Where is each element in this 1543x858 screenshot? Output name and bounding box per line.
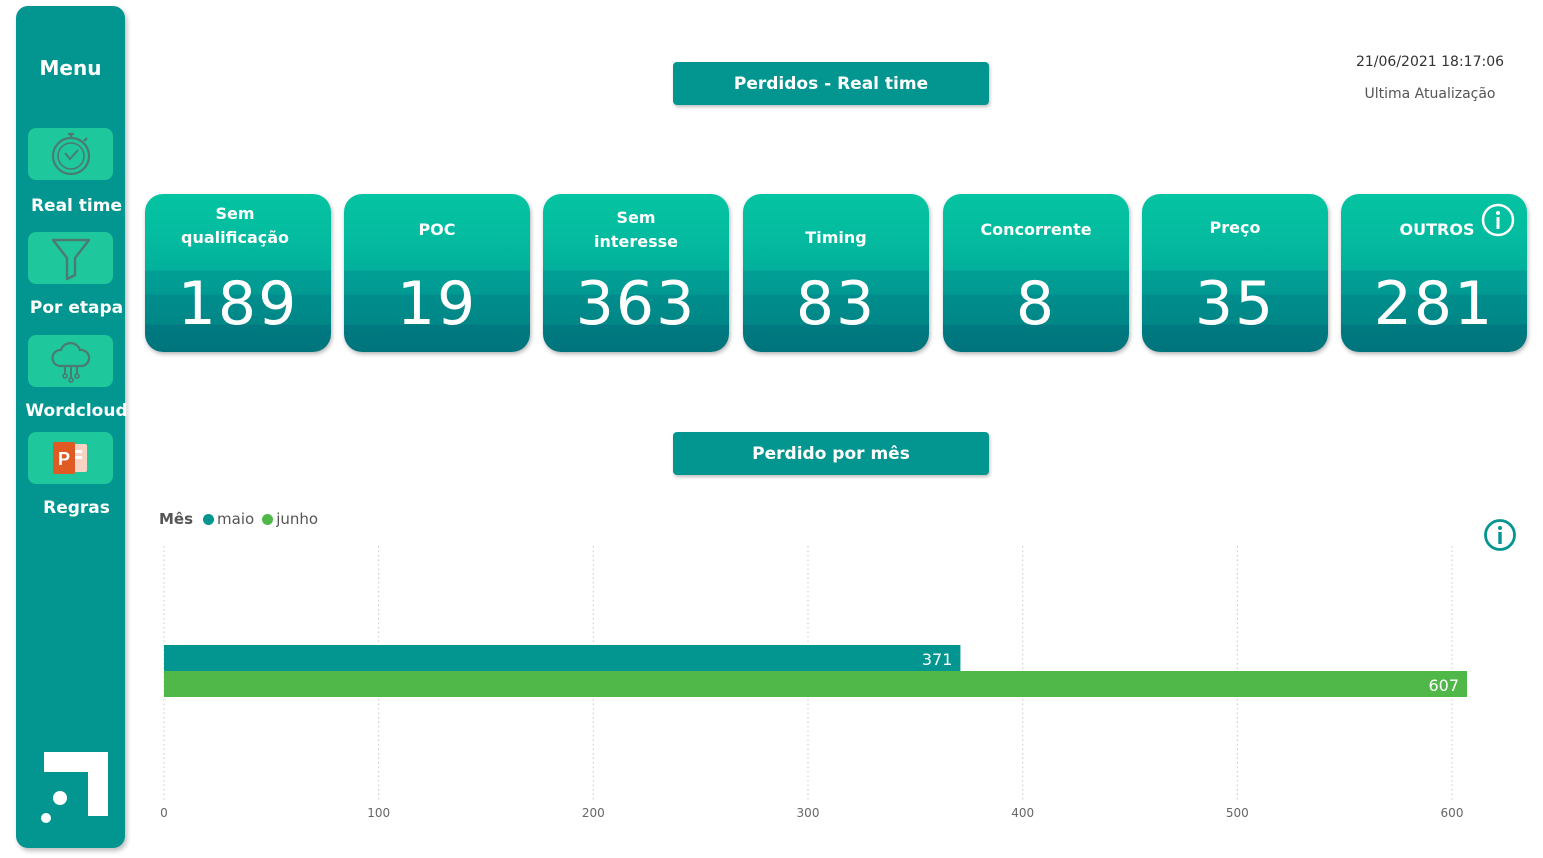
last-update-label: Ultima Atualização [1364, 86, 1496, 102]
kpi-value: 363 [575, 269, 697, 339]
nav-button-por-etapa[interactable] [28, 232, 113, 284]
bar-maio[interactable] [164, 645, 961, 671]
powerpoint-icon: P [52, 442, 87, 474]
x-tick-label: 200 [582, 806, 605, 820]
nav-label-por-etapa: Por etapa [29, 298, 124, 318]
legend-dot-maio [203, 513, 215, 525]
kpi-label: Concorrente [980, 220, 1092, 239]
section-title-perdido-por-mes: Perdido por mês [673, 432, 989, 475]
x-tick-label: 400 [1011, 806, 1034, 820]
page-title: Perdidos - Real time [673, 62, 989, 105]
legend-item-junho[interactable]: junho [262, 510, 318, 528]
kpi-label: Preço [1209, 218, 1261, 237]
kpi-label: Timing [805, 228, 867, 247]
sidebar: Menu Real time Por etapa [16, 6, 128, 848]
kpi-value: 83 [795, 269, 877, 339]
legend-label-maio: maio [217, 510, 255, 528]
nav-label-regras: Regras [43, 498, 110, 518]
kpi-card-concorrente: Concorrente 8 [943, 194, 1129, 352]
kpi-card-sem-interesse: Sem interesse 363 [543, 194, 729, 352]
legend-title: Mês [159, 510, 194, 528]
cloud-icon [50, 342, 90, 383]
bar-value-label-maio: 371 [922, 650, 953, 669]
kpi-value: 189 [177, 269, 299, 339]
x-tick-label: 600 [1441, 806, 1464, 820]
chart-legend: Mês maio junho [159, 510, 326, 528]
nav-button-regras[interactable]: P [28, 432, 113, 484]
stopwatch-icon [51, 132, 90, 176]
kpi-card-sem-qualificacao: Sem qualificação 189 [145, 194, 331, 352]
kpi-label: OUTROS [1399, 220, 1475, 239]
kpi-label: Sem interesse [593, 208, 678, 251]
nav-button-real-time[interactable] [28, 128, 113, 180]
kpi-value: 19 [396, 269, 478, 339]
chart-info-icon[interactable] [1483, 518, 1517, 552]
menu-title: Menu [39, 56, 102, 80]
x-tick-label: 100 [367, 806, 390, 820]
kpi-label: Sem qualificação [180, 204, 290, 247]
kpi-value: 35 [1194, 269, 1276, 339]
kpi-card-outros: OUTROS 281 [1341, 194, 1527, 352]
kpi-value: 281 [1373, 269, 1495, 339]
x-tick-label: 500 [1226, 806, 1249, 820]
x-tick-label: 0 [160, 806, 168, 820]
kpi-card-poc: POC 19 [344, 194, 530, 352]
legend-label-junho: junho [276, 510, 319, 528]
funnel-icon [51, 238, 90, 281]
kpi-card-timing: Timing 83 [743, 194, 929, 352]
legend-item-maio[interactable]: maio [203, 510, 254, 528]
legend-dot-junho [262, 513, 274, 525]
kpi-value: 8 [1015, 269, 1057, 339]
last-update-timestamp: 21/06/2021 18:17:06 [1355, 54, 1505, 70]
nav-label-wordcloud: Wordcloud [25, 401, 128, 421]
kpi-label: POC [418, 220, 456, 239]
company-logo [41, 752, 108, 823]
nav-label-real-time: Real time [30, 196, 123, 216]
bar-junho[interactable] [164, 671, 1468, 697]
bar-value-label-junho: 607 [1428, 676, 1459, 695]
svg-text:P: P [57, 449, 69, 469]
info-icon[interactable] [1481, 203, 1515, 237]
nav-button-wordcloud[interactable] [28, 335, 113, 387]
x-tick-label: 300 [797, 806, 820, 820]
kpi-card-preco: Preço 35 [1142, 194, 1328, 352]
